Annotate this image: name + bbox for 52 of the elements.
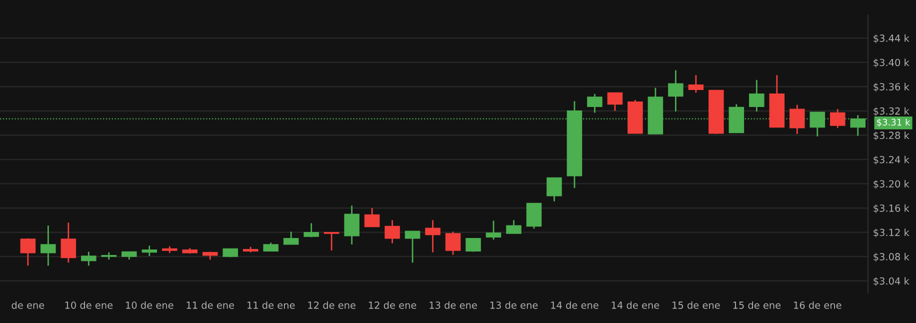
candlestick bbox=[283, 231, 299, 246]
candlestick bbox=[364, 207, 380, 228]
candlestick bbox=[142, 244, 158, 257]
candlestick bbox=[546, 176, 562, 202]
y-tick-label: $3.44 k bbox=[874, 34, 910, 44]
candlestick bbox=[304, 222, 319, 238]
y-tick-label: $3.12 k bbox=[874, 228, 910, 238]
x-tick-label: 14 de ene bbox=[612, 301, 660, 309]
candlestick bbox=[486, 220, 502, 240]
x-tick-label: 16 de ene bbox=[794, 301, 842, 309]
candlestick bbox=[668, 70, 684, 112]
x-tick-label: 10 de ene bbox=[126, 301, 174, 309]
candlestick bbox=[404, 230, 420, 264]
y-tick-label: $3.28 k bbox=[874, 131, 910, 140]
candlestick bbox=[466, 238, 481, 252]
x-tick-label: 10 de ene bbox=[65, 301, 113, 309]
candlestick bbox=[790, 104, 805, 135]
x-tick-label: 13 de ene bbox=[490, 301, 538, 309]
candlestick bbox=[20, 238, 36, 266]
candlestick bbox=[526, 202, 542, 230]
candlestick bbox=[384, 219, 400, 244]
candlestick bbox=[506, 219, 522, 234]
candlestick bbox=[749, 79, 764, 112]
y-tick-label: $3.36 k bbox=[874, 82, 910, 92]
candlestick bbox=[607, 92, 623, 112]
x-tick-label: 12 de ene bbox=[368, 301, 416, 309]
x-tick-label: 13 de ene bbox=[430, 301, 477, 309]
candlestick bbox=[425, 219, 440, 254]
candlestick bbox=[324, 232, 340, 252]
y-tick-label: $3.16 k bbox=[874, 204, 910, 214]
candlestick bbox=[688, 74, 704, 94]
y-tick-label: $3.20 k bbox=[874, 180, 910, 189]
candlestick bbox=[344, 204, 360, 246]
y-tick-label: $3.08 k bbox=[874, 252, 910, 262]
y-tick-label: $3.40 k bbox=[874, 58, 910, 68]
x-tick-label: 15 de ene bbox=[672, 301, 720, 309]
candlestick bbox=[445, 231, 461, 256]
x-tick-label: 15 de ene bbox=[733, 301, 781, 309]
x-tick-label: 14 de ene bbox=[551, 301, 598, 309]
y-tick-label: $3.04 k bbox=[874, 277, 910, 286]
candlestick bbox=[40, 224, 56, 266]
candlestick bbox=[830, 108, 846, 129]
candlestick bbox=[587, 93, 602, 114]
y-tick-label: $3.24 k bbox=[874, 156, 910, 165]
candlestick bbox=[81, 251, 96, 266]
x-tick-label: 11 de ene bbox=[186, 301, 234, 309]
y-tick-label: $3.32 k bbox=[874, 107, 910, 116]
ref-line-label: $3.31 k bbox=[877, 118, 910, 127]
candlestick bbox=[60, 222, 76, 264]
x-tick-label: 11 de ene bbox=[247, 301, 295, 309]
x-tick-label: de ene bbox=[12, 301, 44, 309]
x-tick-label: 12 de ene bbox=[308, 301, 356, 309]
